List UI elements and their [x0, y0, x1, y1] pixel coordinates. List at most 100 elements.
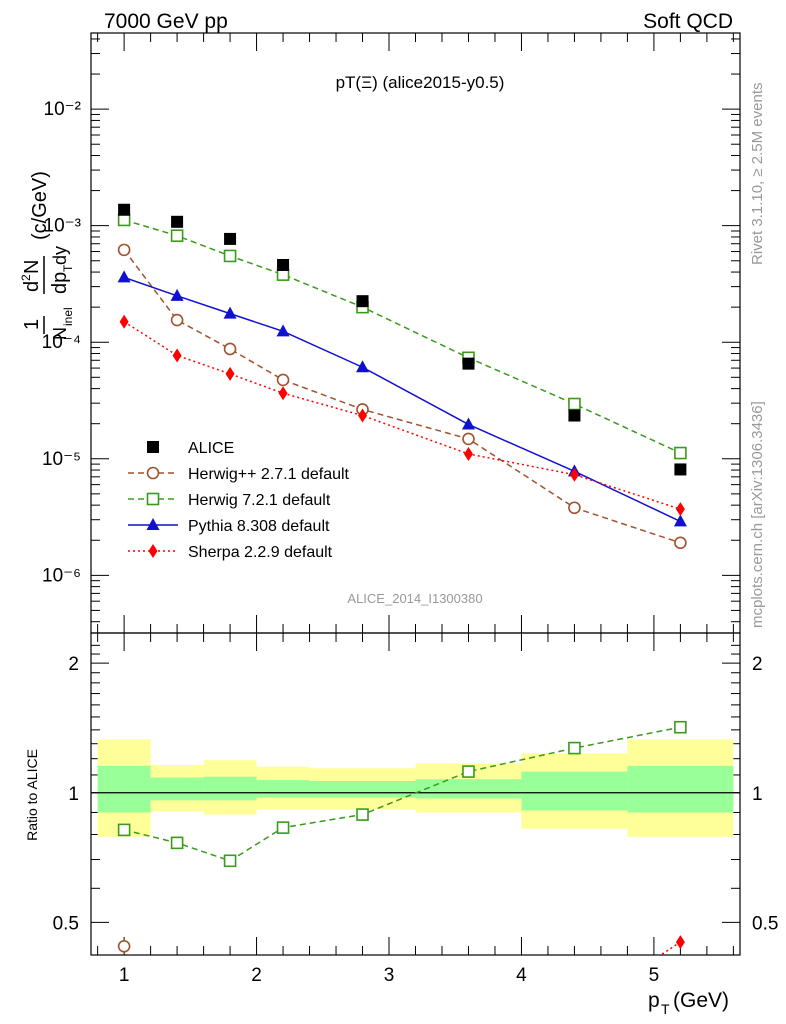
ratio-series-1	[117, 720, 687, 868]
data-point	[675, 935, 685, 950]
mcplots-label: mcplots.cern.ch [arXiv:1306.3436]	[749, 401, 766, 628]
ratio-y-tick-label: 0.5	[53, 913, 79, 934]
series-line	[123, 249, 681, 544]
data-point	[675, 502, 685, 517]
series-3	[117, 270, 687, 527]
data-point	[358, 408, 368, 423]
data-point	[276, 821, 290, 834]
data-point	[170, 288, 184, 301]
data-point	[356, 808, 369, 821]
data-point	[225, 366, 235, 381]
ratio-uncertainty-band	[91, 739, 740, 837]
series-0	[118, 203, 687, 476]
ratio-y-axis-title: Ratio to ALICE	[24, 749, 40, 841]
band-inner-bin	[415, 779, 522, 799]
series-2	[117, 213, 687, 460]
data-point	[172, 348, 182, 363]
legend-entry: Pythia 8.308 default	[128, 518, 330, 535]
data-point	[568, 397, 581, 411]
data-point	[568, 501, 581, 515]
series-line	[123, 276, 681, 523]
main-y-ticks: 10⁻⁶ 10⁻⁵ 10⁻⁴ 10⁻³ 10⁻²	[42, 33, 740, 633]
data-point	[148, 544, 158, 558]
svg-text:d: d	[21, 281, 43, 292]
svg-text:N: N	[50, 327, 70, 340]
series-4	[119, 314, 685, 517]
x-tick-label: 3	[384, 965, 395, 986]
data-point	[117, 940, 131, 953]
y-tick-label: 10⁻²	[44, 99, 82, 120]
ratio-series-line	[123, 945, 132, 955]
y-tick-label: 10⁻⁶	[42, 565, 81, 586]
band-inner-bin	[150, 777, 204, 801]
svg-text:inel: inel	[61, 307, 75, 326]
header-left: 7000 GeV pp	[104, 10, 228, 33]
svg-text:N: N	[21, 260, 43, 274]
data-point	[673, 514, 687, 527]
ratio-series-2	[659, 935, 685, 955]
data-point	[171, 215, 184, 228]
x-tick-label: 5	[649, 965, 660, 986]
data-point	[674, 446, 687, 460]
svg-text:dp: dp	[49, 272, 71, 294]
ratio-series-line	[659, 941, 681, 955]
data-point	[462, 357, 475, 370]
data-point	[223, 854, 237, 868]
data-point	[277, 258, 290, 271]
ratio-series-line	[123, 726, 681, 862]
main-series	[117, 203, 687, 550]
band-inner-bin	[203, 776, 257, 801]
svg-text:(GeV): (GeV)	[673, 989, 729, 1012]
data-point	[117, 243, 131, 257]
x-tick-label: 1	[119, 965, 130, 986]
y-tick-label: 10⁻³	[44, 216, 82, 237]
series-line	[123, 321, 681, 510]
ratio-y-tick-label: 2	[752, 654, 763, 675]
data-point	[147, 441, 159, 453]
svg-text:T: T	[61, 264, 75, 272]
ratio-y-tick-label: 0.5	[752, 913, 778, 934]
svg-text:(c/GeV): (c/GeV)	[29, 171, 51, 240]
data-point	[568, 409, 581, 422]
ratio-y-tick-label: 1	[752, 784, 763, 805]
ratio-y-tick-label: 2	[68, 654, 79, 675]
data-point	[146, 466, 160, 480]
ratio-series-0	[117, 940, 132, 955]
x-axis-title: p T (GeV)	[648, 989, 729, 1017]
data-point	[170, 313, 184, 327]
svg-text:2: 2	[19, 274, 33, 281]
legend-entry: ALICE	[147, 440, 234, 457]
x-tick-label: 4	[516, 965, 527, 986]
data-point	[117, 270, 131, 283]
data-point	[462, 765, 475, 778]
data-point	[146, 492, 160, 506]
main-y-axis-title: 1 N inel d 2 N dp T dy (c/GeV)	[19, 171, 75, 340]
data-point	[674, 463, 687, 476]
plot-title: pT(Ξ) (alice2015-y0.5)	[336, 73, 505, 92]
series-1	[117, 243, 687, 550]
legend-label: Sherpa 2.2.9 default	[188, 544, 333, 561]
rivet-label: Rivet 3.1.10, ≥ 2.5M events	[749, 83, 766, 266]
legend-label: Pythia 8.308 default	[188, 518, 330, 535]
legend: ALICE Herwig++ 2.7.1 default Herwig 7.2.1 …	[128, 440, 350, 561]
data-point	[674, 536, 687, 550]
band-inner-bin	[97, 765, 151, 813]
data-point	[119, 314, 129, 329]
x-tick-label: 2	[251, 965, 262, 986]
ratio-y-tick-label: 1	[68, 784, 79, 805]
legend-entry: Herwig 7.2.1 default	[128, 492, 331, 509]
band-inner-bin	[309, 781, 416, 798]
data-point	[463, 446, 473, 461]
data-point	[462, 432, 475, 446]
legend-label: Herwig 7.2.1 default	[188, 492, 331, 509]
data-point	[224, 232, 237, 245]
svg-text:p: p	[648, 989, 660, 1012]
series-line	[123, 219, 681, 454]
data-point	[170, 229, 184, 243]
ratio-series	[117, 720, 687, 955]
analysis-label: ALICE_2014_I1300380	[347, 591, 482, 606]
data-point	[568, 741, 581, 755]
data-point	[278, 386, 288, 401]
data-point	[223, 342, 237, 356]
